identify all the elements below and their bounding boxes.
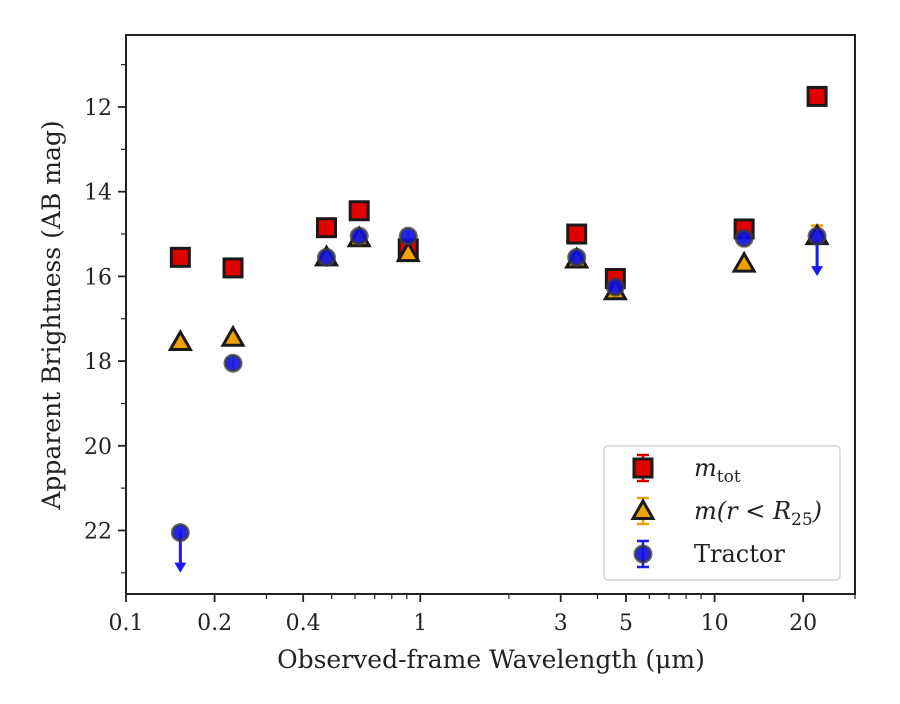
y-tick-label: 22 [84, 519, 112, 544]
x-tick-label: 10 [701, 611, 729, 636]
x-tick-label: 20 [789, 611, 817, 636]
legend-box [603, 445, 841, 581]
x-tick-label: 1 [413, 611, 427, 636]
y-tick-label: 16 [84, 265, 112, 290]
legend-marker-triangle [630, 497, 656, 520]
data-point-square [566, 223, 588, 245]
legend-label-subscript: 25 [791, 510, 813, 530]
y-axis-label: Apparent Brightness (AB mag) [37, 120, 66, 510]
legend-marker-square [632, 457, 654, 479]
legend-label: Tractor [694, 540, 785, 568]
legend-label-base: m [694, 454, 717, 482]
legend-label: m(r < R25) [694, 497, 822, 530]
data-point-square [222, 257, 244, 279]
data-point-square [315, 217, 337, 239]
x-tick-label: 3 [554, 611, 568, 636]
upper-limit-arrow-head [811, 266, 824, 277]
legend: mtot m(r < R25) Tractor [603, 445, 841, 581]
data-point-triangle [167, 329, 193, 352]
data-point-square [348, 200, 370, 222]
data-marks [167, 85, 830, 573]
plot-area [125, 34, 856, 595]
data-point-square [169, 246, 191, 268]
x-tick-label: 0.2 [197, 611, 232, 636]
legend-label-subscript: tot [717, 467, 741, 487]
axis-ticks: 0.1 0.2 0.4 1 3 5 10 20 12 14 16 18 20 22 [84, 64, 856, 636]
legend-label-base: Tractor [694, 540, 785, 568]
x-tick-label: 0.1 [109, 611, 144, 636]
plot-frame [125, 34, 856, 595]
data-point-triangle [731, 250, 757, 273]
data-point-triangle [220, 324, 246, 347]
legend-label-tail: ) [812, 497, 822, 525]
x-axis-label: Observed-frame Wavelength (μm) [277, 645, 705, 674]
legend-label-base: m(r < R [694, 497, 791, 525]
legend-label: mtot [694, 454, 741, 487]
data-point-square [806, 85, 828, 107]
x-tick-label: 5 [619, 611, 633, 636]
x-tick-label: 0.4 [286, 611, 321, 636]
y-tick-label: 12 [84, 96, 112, 121]
y-tick-label: 18 [84, 350, 112, 375]
y-tick-label: 20 [84, 435, 112, 460]
legend-marker-circle [633, 544, 653, 564]
y-tick-label: 14 [84, 181, 112, 206]
upper-limit-arrow-head [174, 562, 187, 573]
data-point-triangle [395, 240, 421, 263]
